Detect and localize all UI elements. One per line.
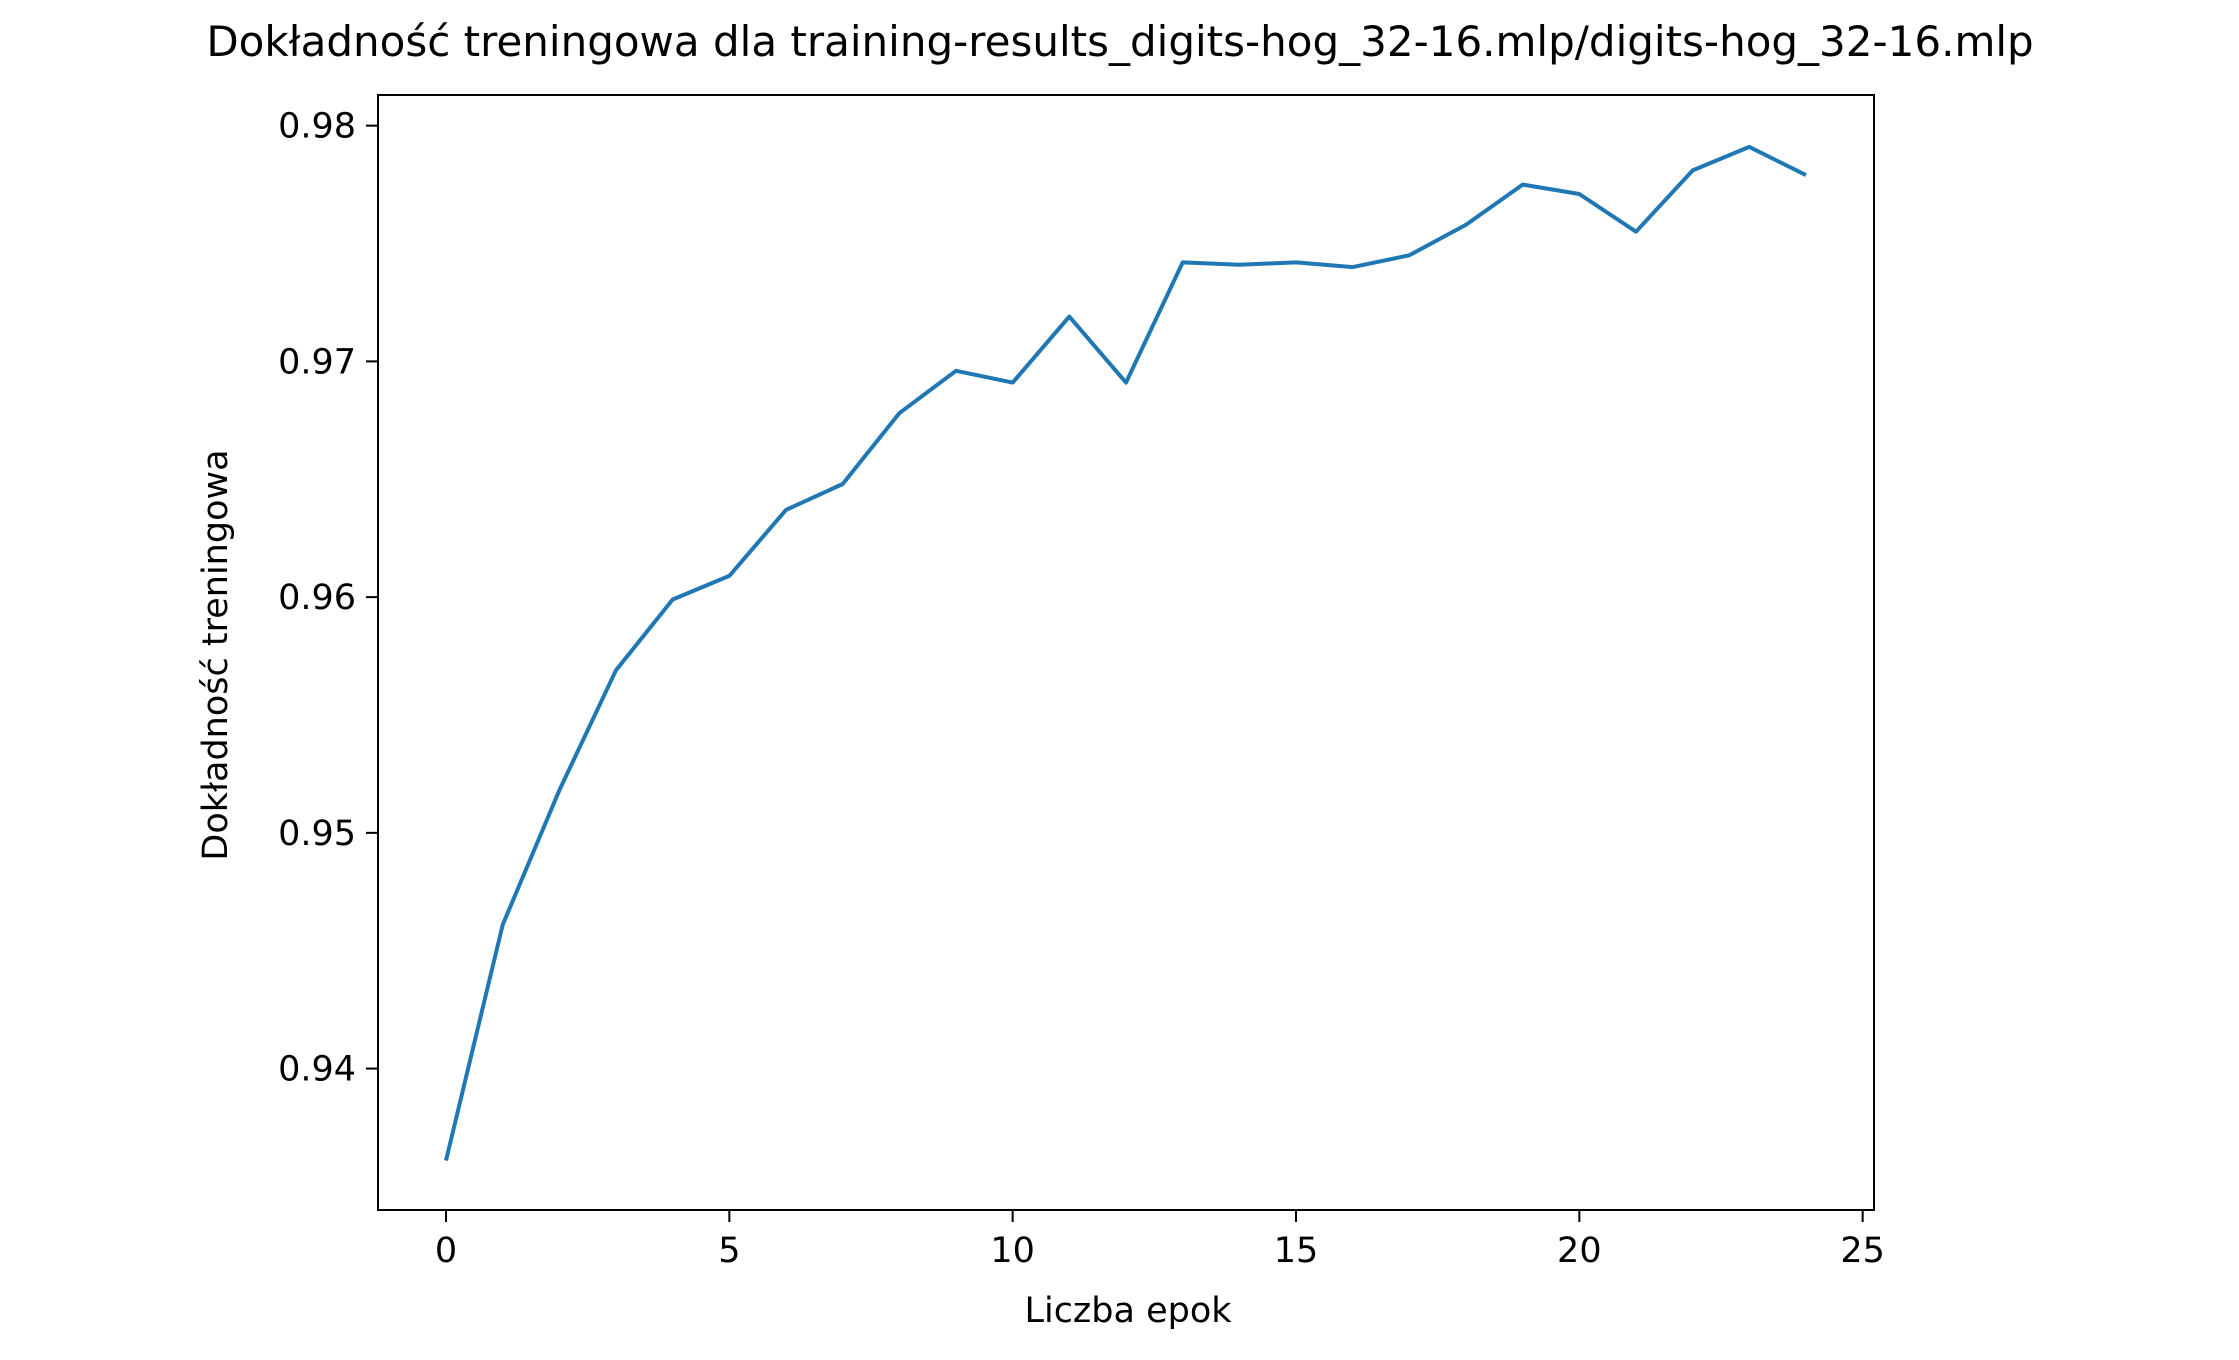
x-tick-label: 25 <box>1840 1231 1885 1271</box>
y-tick-label: 0.95 <box>278 814 356 854</box>
series-layer <box>444 144 1807 1161</box>
y-axis-label: Dokładność treningowa <box>196 449 236 860</box>
x-tick-label: 5 <box>718 1231 740 1271</box>
axes-frame <box>377 94 1875 1211</box>
y-tick-label: 0.98 <box>278 107 356 147</box>
y-tick-label: 0.96 <box>278 578 356 618</box>
x-tick-label: 0 <box>435 1231 457 1271</box>
chart-title: Dokładność treningowa dla training-resul… <box>206 17 2033 66</box>
y-tick-label: 0.97 <box>278 342 356 382</box>
x-axis: 0 5 10 15 20 25 <box>435 1210 1885 1271</box>
y-tick-label: 0.94 <box>278 1050 356 1090</box>
x-axis-label: Liczba epok <box>1024 1291 1232 1331</box>
x-tick-label: 20 <box>1557 1231 1602 1271</box>
plot-area <box>377 94 1875 1211</box>
x-tick-label: 10 <box>990 1231 1035 1271</box>
x-tick-label: 15 <box>1274 1231 1319 1271</box>
y-axis: 0.94 0.95 0.96 0.97 0.98 <box>278 107 378 1090</box>
series-line <box>444 144 1807 1161</box>
